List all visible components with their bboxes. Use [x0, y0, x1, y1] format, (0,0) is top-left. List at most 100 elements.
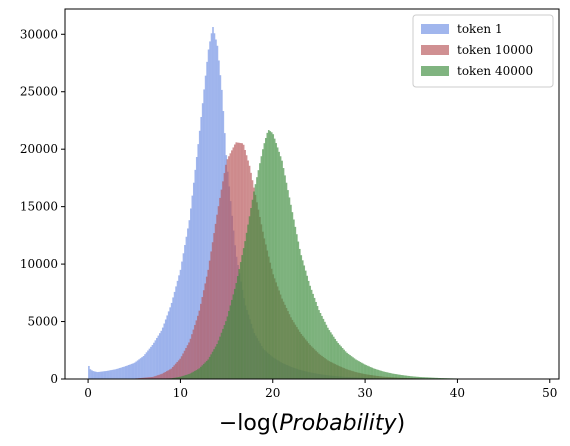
histogram-bar — [328, 330, 331, 379]
histogram-bar — [157, 375, 159, 379]
histogram-bar — [173, 365, 176, 379]
histogram-bar — [392, 373, 394, 379]
histogram-bar — [300, 255, 303, 379]
histogram-bar — [214, 346, 217, 379]
histogram-bar — [186, 345, 189, 379]
histogram-bar — [157, 335, 160, 379]
histogram-bar — [380, 370, 382, 379]
histogram-bar — [166, 315, 169, 379]
histogram-bar — [114, 369, 117, 379]
histogram-bar — [241, 255, 243, 379]
histogram-bar — [173, 377, 176, 379]
histogram-bar — [113, 369, 115, 379]
histogram-bar — [188, 220, 191, 379]
histogram-bar — [216, 214, 218, 379]
histogram-bar — [390, 373, 393, 379]
histogram-bar — [102, 371, 105, 379]
histogram-bar — [257, 170, 260, 379]
histogram-bar — [332, 336, 335, 379]
histogram-bar — [297, 241, 300, 379]
histogram-bar — [355, 359, 357, 379]
histogram-bar — [197, 315, 199, 379]
histogram-bar — [362, 363, 365, 379]
histogram-bar — [304, 270, 307, 379]
histogram-bar — [228, 156, 230, 379]
histogram-bar — [202, 363, 205, 379]
histogram-bar — [151, 377, 153, 379]
histogram-bar — [223, 173, 226, 379]
histogram-bar — [253, 191, 255, 379]
histogram-bar — [129, 364, 132, 379]
histogram-bar — [163, 372, 165, 379]
histogram-bar — [107, 370, 109, 379]
histogram-bar — [352, 357, 354, 379]
histogram-bar — [176, 362, 178, 379]
histogram-bar — [173, 291, 176, 379]
histogram-bar — [169, 307, 171, 379]
x-axis-label: −log(Probability) — [219, 411, 405, 436]
histogram-bar — [219, 197, 221, 379]
histogram-bar — [135, 361, 137, 379]
histogram-bar — [216, 45, 219, 380]
histogram-bar — [235, 283, 238, 379]
histogram-bar — [188, 374, 190, 379]
histogram-bar — [303, 265, 306, 379]
legend-label: token 1 — [457, 22, 503, 36]
histogram-bar — [415, 376, 418, 379]
histogram-bar — [233, 288, 236, 379]
legend: token 1 token 10000 token 40000 — [412, 14, 554, 88]
histogram-bar — [366, 365, 369, 379]
histogram-bar — [403, 375, 406, 379]
histogram-bar — [229, 305, 232, 379]
histogram-bar — [291, 212, 294, 379]
histogram-bar — [350, 356, 353, 379]
histogram-bar — [146, 377, 149, 379]
histogram-bar — [337, 343, 340, 379]
histogram-bar — [250, 208, 252, 379]
histogram-bar — [236, 276, 239, 379]
histogram-bar — [334, 338, 337, 379]
histogram-bar — [192, 182, 195, 379]
histogram-bar — [406, 375, 409, 379]
histogram-bar — [359, 361, 362, 379]
histogram-bar — [424, 377, 427, 379]
histogram-bar — [195, 320, 198, 379]
histogram-bar — [219, 336, 221, 379]
histogram-bar — [201, 297, 204, 379]
histogram-bar — [133, 362, 136, 379]
histogram-bar — [408, 375, 410, 379]
histogram-bar — [99, 371, 102, 379]
histogram-bar — [188, 342, 190, 379]
histogram-bar — [189, 373, 192, 379]
histogram-bar — [209, 41, 211, 380]
histogram-bar — [223, 325, 226, 379]
histogram-bar — [327, 327, 329, 379]
histogram-bar — [399, 374, 402, 379]
histogram-bar — [325, 324, 328, 379]
histogram-bar — [212, 27, 214, 380]
histogram-bar — [205, 360, 208, 379]
histogram-bar — [98, 371, 101, 379]
histogram-bar — [148, 377, 150, 379]
histogram-bar — [210, 33, 213, 380]
histogram-bar — [239, 262, 242, 379]
histogram-bar — [324, 321, 326, 379]
histogram-bar — [211, 242, 214, 379]
histogram-bar — [238, 142, 241, 379]
histogram-bar — [226, 316, 229, 379]
histogram-bar — [405, 375, 407, 379]
histogram-bar — [307, 280, 310, 379]
histogram-bar — [220, 189, 223, 379]
histogram-bar — [202, 290, 205, 379]
histogram-bar — [288, 197, 291, 379]
histogram-bar — [279, 156, 282, 379]
histogram-bar — [417, 376, 419, 379]
histogram-bar — [154, 340, 157, 379]
histogram-bar — [213, 349, 215, 379]
histogram-bar — [96, 372, 99, 379]
x-tick-label: 50 — [542, 386, 557, 400]
histogram-bar — [228, 310, 230, 379]
histogram-bar — [341, 348, 344, 379]
histogram-bar — [207, 359, 210, 379]
histogram-bar — [210, 354, 212, 379]
